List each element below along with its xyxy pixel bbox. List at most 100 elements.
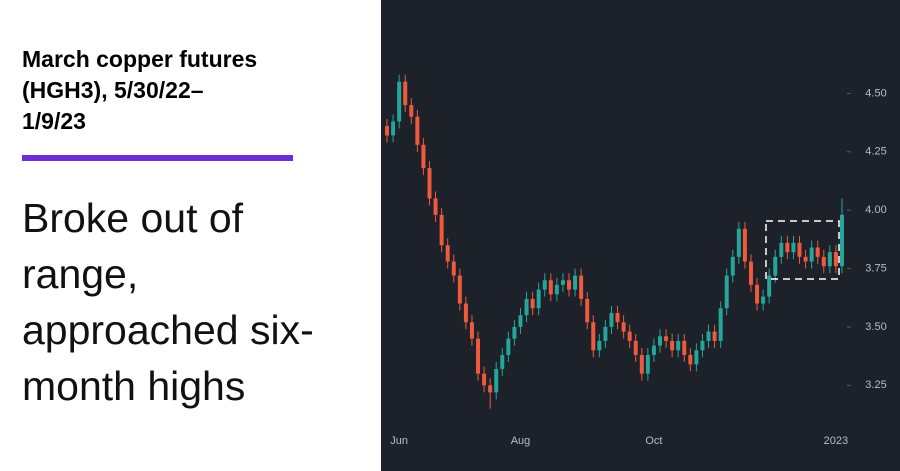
candle-body	[779, 242, 784, 257]
candle-body	[688, 354, 693, 365]
headline-line: range,	[22, 251, 139, 297]
candle-body	[633, 340, 638, 355]
x-tick-label: Aug	[511, 435, 531, 447]
candle-body	[403, 81, 408, 106]
candle-body	[567, 280, 572, 290]
headline: Broke out of range, approached six- mont…	[22, 190, 314, 414]
y-tick-label: 3.50	[865, 321, 886, 333]
title-line: 1/9/23	[22, 108, 86, 134]
candle-body	[409, 105, 414, 117]
candle-body	[530, 298, 535, 309]
candle-body	[579, 275, 584, 299]
candle-body	[627, 331, 632, 341]
candle-body	[524, 298, 529, 316]
candle-body	[809, 247, 814, 262]
candle-body	[712, 331, 717, 341]
candle-body	[391, 121, 396, 136]
candle-body	[657, 336, 662, 346]
candle-body	[651, 345, 656, 355]
candle-body	[591, 322, 596, 351]
candle-body	[560, 280, 565, 285]
candle-body	[506, 338, 511, 355]
candle-body	[785, 242, 790, 253]
candle-body	[797, 242, 802, 257]
candle-body	[706, 331, 711, 341]
candle-body	[554, 284, 559, 295]
candle-body	[755, 284, 760, 304]
headline-line: month highs	[22, 363, 246, 409]
candle-body	[463, 303, 468, 323]
candle-body	[451, 261, 456, 276]
candle-body	[482, 373, 487, 386]
candle-body	[427, 168, 432, 199]
candle-body	[397, 81, 402, 122]
candle-body	[682, 340, 687, 355]
candle-body	[421, 144, 426, 169]
candle-body	[736, 228, 741, 257]
y-tick-label: 4.00	[865, 204, 886, 216]
candle-body	[767, 275, 772, 297]
candle-body	[773, 256, 778, 276]
candle-body	[597, 340, 602, 351]
candle-body	[827, 252, 832, 267]
candle-body	[670, 340, 675, 351]
candle-body	[603, 326, 608, 341]
candle-body	[821, 256, 826, 267]
candle-body	[548, 280, 553, 295]
candle-body	[536, 289, 541, 309]
candle-body	[761, 296, 766, 304]
title: March copper futures (HGH3), 5/30/22– 1/…	[22, 44, 257, 137]
x-tick-label: 2023	[824, 435, 848, 447]
candle-body	[645, 354, 650, 374]
candle-body	[621, 322, 626, 332]
y-tick-label: 3.75	[865, 262, 886, 274]
chart-background	[381, 0, 900, 471]
candle-body	[385, 126, 390, 136]
candle-body	[500, 354, 505, 369]
candle-body	[457, 275, 462, 304]
candle-body	[700, 340, 705, 351]
text-panel: March copper futures (HGH3), 5/30/22– 1/…	[0, 0, 381, 471]
candle-body	[512, 326, 517, 339]
candle-body	[609, 312, 614, 327]
candle-body	[494, 368, 499, 393]
candle-body	[815, 247, 820, 257]
candle-body	[615, 312, 620, 323]
candle-body	[833, 252, 838, 267]
candle-body	[415, 116, 420, 145]
title-line: March copper futures	[22, 46, 258, 72]
candle-body	[742, 228, 747, 262]
candle-body	[694, 350, 699, 365]
candle-body	[488, 385, 493, 393]
candle-body	[476, 338, 481, 374]
candle-body	[518, 315, 523, 327]
candle-body	[445, 245, 450, 262]
y-tick-label: 4.25	[865, 146, 886, 158]
candle-body	[664, 336, 669, 341]
candle-body	[839, 214, 844, 267]
y-tick-label: 3.25	[865, 379, 886, 391]
candle-body	[469, 322, 474, 339]
headline-line: Broke out of	[22, 195, 244, 241]
candle-body	[585, 298, 590, 323]
candle-body	[803, 256, 808, 262]
candle-body	[573, 275, 578, 290]
y-tick-label: 4.50	[865, 87, 886, 99]
candle-body	[439, 214, 444, 246]
candle-body	[748, 261, 753, 285]
accent-bar	[22, 155, 293, 161]
candle-body	[718, 308, 723, 341]
candle-body	[433, 198, 438, 215]
candle-body	[724, 275, 729, 309]
chart: 3.25 3.50 3.75 4.00 4.25 4.50 Jun Aug Oct 2023	[381, 0, 900, 471]
x-tick-label: Jun	[390, 435, 408, 447]
range-box	[765, 220, 840, 280]
title-line: (HGH3), 5/30/22–	[22, 77, 204, 103]
candle-body	[639, 354, 644, 374]
candle-body	[542, 280, 547, 290]
candle-body	[791, 242, 796, 253]
headline-line: approached six-	[22, 307, 314, 353]
x-tick-label: Oct	[645, 435, 662, 447]
candle-body	[676, 340, 681, 351]
